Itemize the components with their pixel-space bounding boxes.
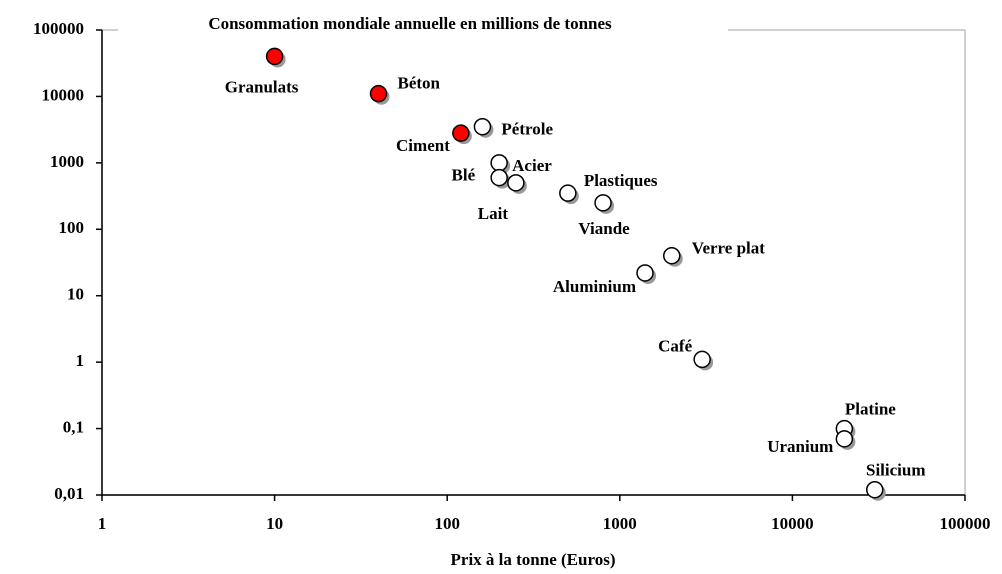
y-tick-label: 1 [76,351,85,370]
marker [265,47,284,66]
y-tick-label: 0,01 [54,484,84,503]
marker [507,174,525,192]
y-tick-label: 100 [59,218,85,237]
point-label: Béton [398,74,441,93]
marker [473,117,492,136]
x-axis-label: Prix à la tonne (Euros) [451,550,616,569]
point-label: Platine [845,399,896,418]
y-tick-label: 10000 [42,85,85,104]
y-tick-label: 1000 [50,152,84,171]
marker [369,84,388,103]
chart-title: Consommation mondiale annuelle en millio… [208,14,612,33]
x-tick-label: 1 [98,514,107,533]
x-tick-label: 100 [434,514,460,533]
marker [835,430,854,448]
point-label: Acier [512,156,552,175]
x-tick-label: 10 [266,514,283,533]
marker [490,154,508,172]
marker [594,194,612,212]
x-tick-label: 100000 [940,514,991,533]
point-label: Granulats [225,77,299,96]
point-label: Aluminium [553,277,636,296]
point-label: Plastiques [584,171,658,190]
x-tick-label: 1000 [603,514,637,533]
y-tick-label: 10 [67,285,84,304]
marker [693,350,711,369]
point-label: Silicium [866,461,926,480]
point-label: Viande [578,219,630,238]
point-label: Uranium [767,437,833,456]
title-background [118,12,728,42]
marker [663,246,681,265]
marker [559,184,577,202]
point-label: Pétrole [501,120,553,139]
point-label: Lait [478,204,509,223]
point-label: Verre plat [692,239,766,258]
point-label: Ciment [396,136,450,155]
plot-frame [101,29,966,496]
y-tick-label: 0,1 [63,417,84,436]
x-tick-label: 10000 [771,514,814,533]
marker [866,480,884,499]
y-tick-label: 100000 [33,19,84,38]
point-label: Blé [452,166,476,185]
marker [452,124,470,142]
point-label: Café [658,336,692,355]
marker [636,264,654,282]
marker [490,168,508,187]
